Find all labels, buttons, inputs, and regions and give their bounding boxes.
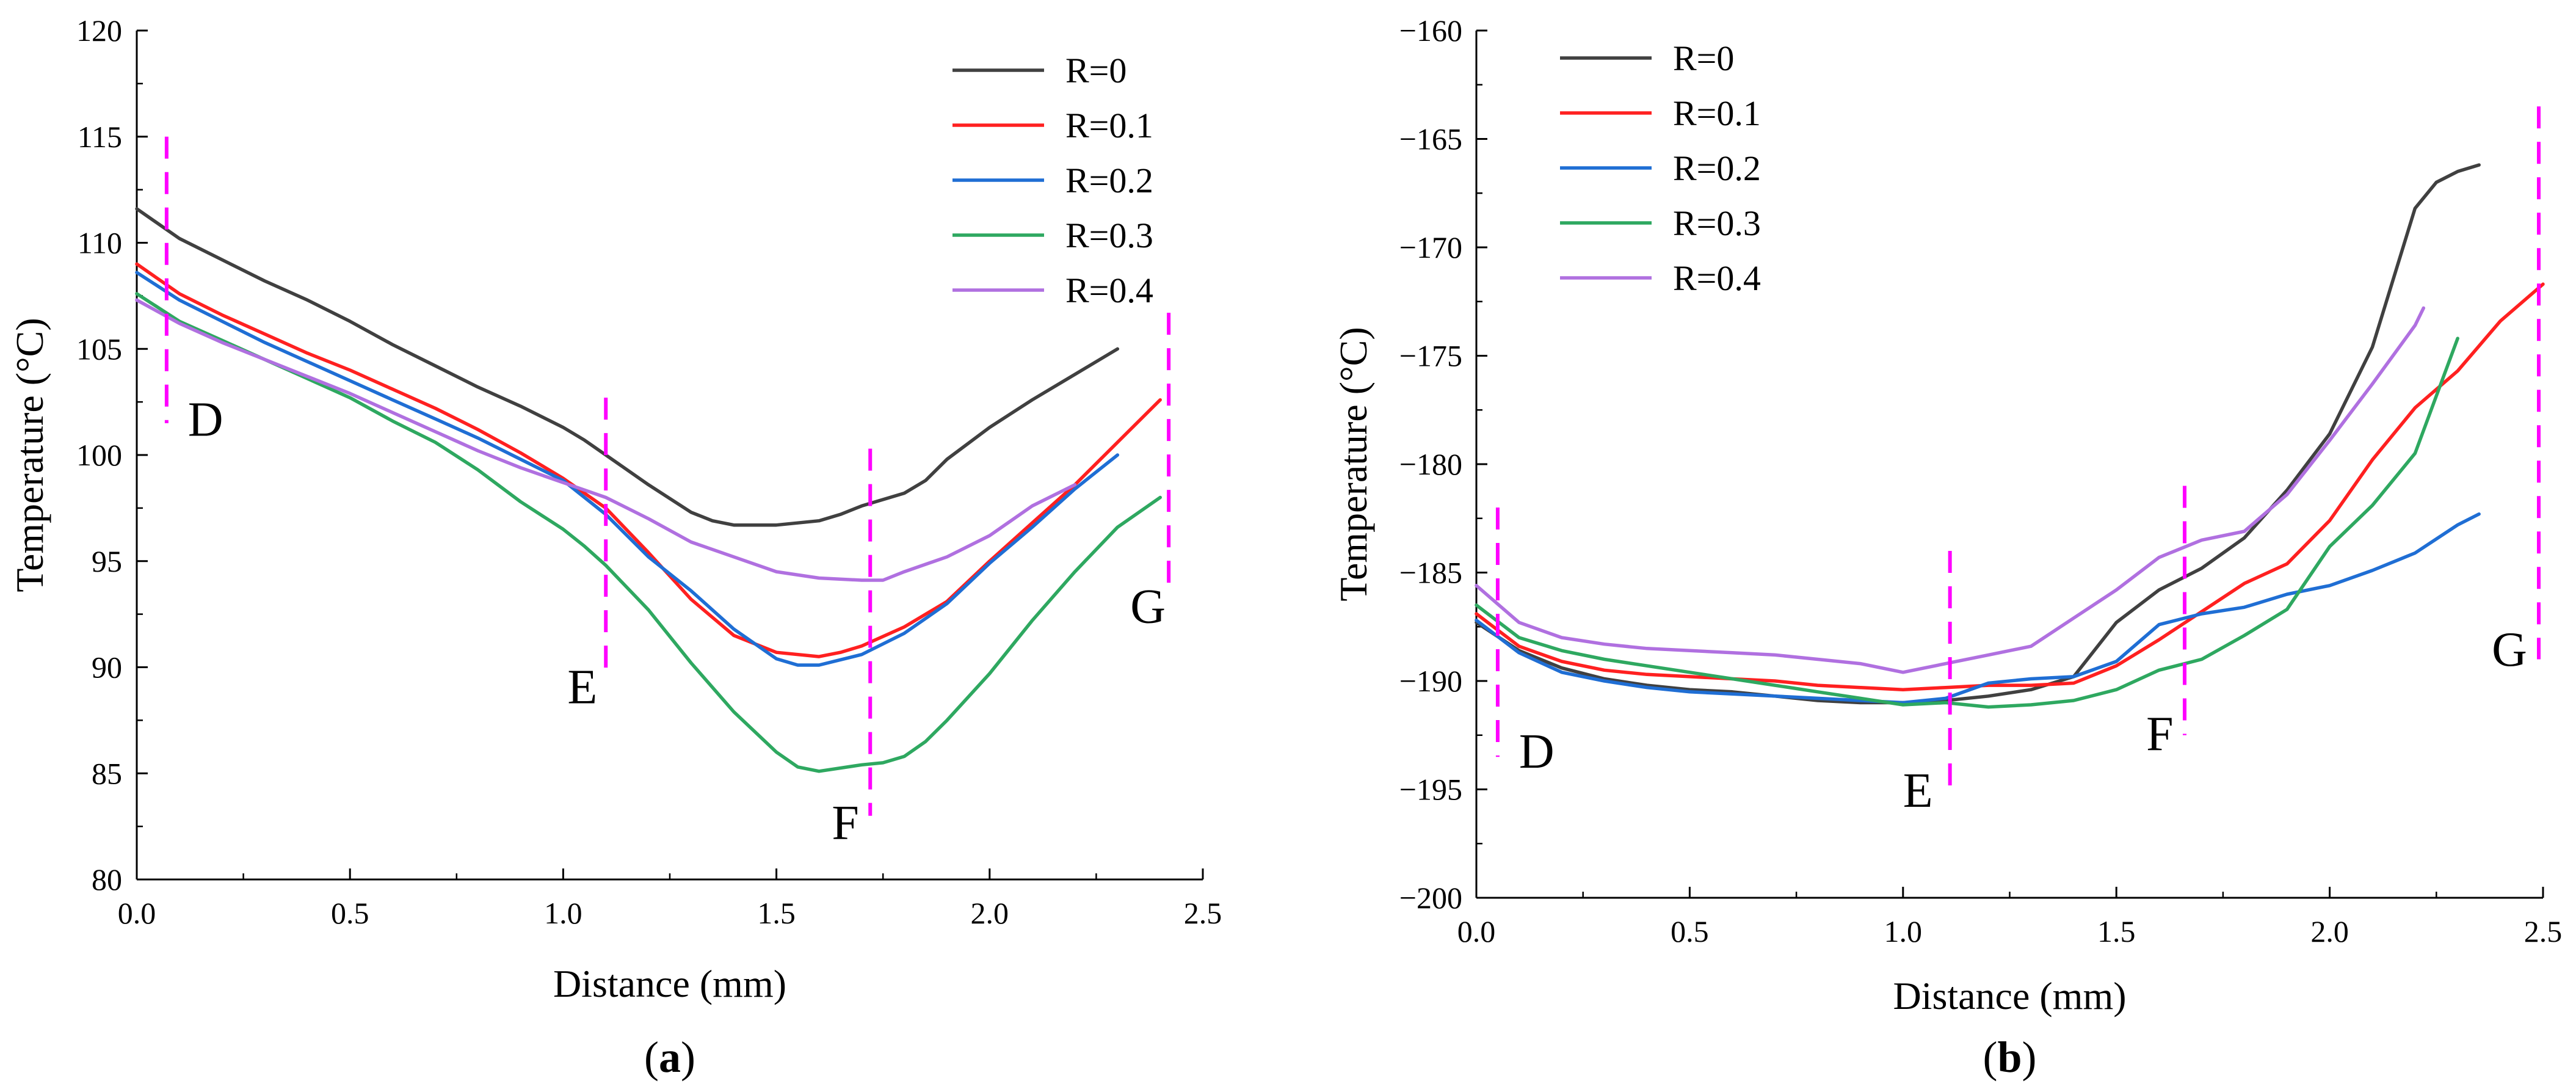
legend: R=0 R=0.1 R=0.2 R=0.3 R=0.4 bbox=[1560, 38, 1761, 298]
series-line-r-0-4 bbox=[135, 298, 1077, 582]
y-tick-label: 85 bbox=[92, 756, 122, 790]
legend-entry-label: R=0.1 bbox=[1673, 93, 1761, 133]
legend-entry-label: R=0.4 bbox=[1673, 258, 1761, 298]
x-tick-label: 1.0 bbox=[1884, 914, 1923, 948]
series-line-r-0-1 bbox=[135, 262, 1162, 658]
x-tick-label: 2.5 bbox=[2524, 914, 2563, 948]
y-tick-label: −170 bbox=[1399, 230, 1462, 264]
series-line-r-0-2 bbox=[135, 271, 1120, 667]
x-tick-label: 1.5 bbox=[2097, 914, 2136, 948]
region-label-e: E bbox=[1903, 764, 1933, 818]
x-tick-label: 2.0 bbox=[2310, 914, 2349, 948]
legend-entry-label: R=0 bbox=[1673, 38, 1734, 78]
y-tick-label: −165 bbox=[1399, 122, 1462, 156]
series-line-r-0 bbox=[1475, 163, 2481, 705]
legend-entry-label: R=0.1 bbox=[1065, 106, 1153, 145]
legend-entry-label: R=0.2 bbox=[1065, 161, 1153, 200]
panel-label-close: ) bbox=[681, 1033, 695, 1082]
y-tick-label: 90 bbox=[92, 650, 122, 685]
region-label-g: G bbox=[1130, 580, 1166, 634]
panel-b: −200 −195 −190 −185 −180 −175 −170 −165 −160 0.0 0… bbox=[1332, 13, 2562, 1082]
y-tick-label: −175 bbox=[1399, 339, 1462, 373]
panel-label-letter: a bbox=[659, 1033, 681, 1082]
region-label-d: D bbox=[1519, 725, 1555, 779]
y-tick-label: 95 bbox=[92, 544, 122, 578]
legend: R=0 R=0.1 R=0.2 R=0.3 R=0.4 bbox=[952, 51, 1153, 310]
region-label-f: F bbox=[832, 796, 859, 850]
x-axis-title: Distance (mm) bbox=[1893, 974, 2126, 1017]
legend-entry-label: R=0 bbox=[1065, 51, 1127, 90]
x-tick-label: 1.5 bbox=[757, 896, 796, 930]
panel-label-close: ) bbox=[2022, 1033, 2037, 1082]
x-tick-label: 1.0 bbox=[544, 896, 582, 930]
x-tick-label: 2.0 bbox=[971, 896, 1009, 930]
series-line-r-0-3 bbox=[1475, 337, 2459, 709]
y-tick-label: 80 bbox=[92, 862, 122, 897]
y-tick-label: 120 bbox=[76, 13, 122, 48]
series-line-r-0-3 bbox=[135, 292, 1162, 773]
series-line-r-0-2 bbox=[1475, 512, 2481, 705]
x-tick-label: 0.0 bbox=[1457, 914, 1496, 948]
y-tick-label: −160 bbox=[1399, 13, 1462, 48]
panel-label-letter: b bbox=[1997, 1033, 2022, 1082]
legend-entry-label: R=0.4 bbox=[1065, 271, 1153, 310]
panel-label: (b) bbox=[1983, 1033, 2036, 1082]
x-tick-label: 0.5 bbox=[331, 896, 369, 930]
legend-entry-label: R=0.3 bbox=[1673, 203, 1761, 243]
series-line-r-0 bbox=[135, 207, 1120, 527]
y-tick-label: −200 bbox=[1399, 881, 1462, 915]
region-label-g: G bbox=[2492, 623, 2527, 677]
panel-label-open: ( bbox=[644, 1033, 659, 1082]
panel-a: 80 85 90 95 100 105 110 115 120 0.0 0.5 1.0 1.5 2.0 2.… bbox=[8, 13, 1222, 1082]
region-label-e: E bbox=[567, 661, 597, 715]
y-tick-label: −195 bbox=[1399, 773, 1462, 807]
y-tick-label: −185 bbox=[1399, 556, 1462, 590]
y-tick-label: 105 bbox=[76, 332, 122, 366]
x-axis-title: Distance (mm) bbox=[553, 962, 786, 1005]
series-line-r-0-4 bbox=[1475, 306, 2426, 674]
region-label-d: D bbox=[188, 393, 223, 447]
panel-label: (a) bbox=[644, 1033, 695, 1082]
y-tick-label: −180 bbox=[1399, 447, 1462, 481]
y-tick-label: 110 bbox=[78, 226, 122, 260]
y-tick-label: 115 bbox=[78, 120, 122, 154]
region-label-f: F bbox=[2146, 708, 2174, 762]
series-line-r-0-1 bbox=[1475, 282, 2545, 691]
y-tick-label: 100 bbox=[76, 438, 122, 472]
y-axis-title: Temperature (°C) bbox=[8, 318, 51, 592]
x-tick-label: 0.0 bbox=[118, 896, 156, 930]
y-axis-title: Temperature (°C) bbox=[1332, 327, 1375, 601]
x-tick-label: 0.5 bbox=[1671, 914, 1709, 948]
legend-entry-label: R=0.3 bbox=[1065, 216, 1153, 255]
panel-label-open: ( bbox=[1983, 1033, 1997, 1082]
legend-entry-label: R=0.2 bbox=[1673, 148, 1761, 188]
x-tick-label: 2.5 bbox=[1184, 896, 1222, 930]
y-tick-label: −190 bbox=[1399, 664, 1462, 698]
